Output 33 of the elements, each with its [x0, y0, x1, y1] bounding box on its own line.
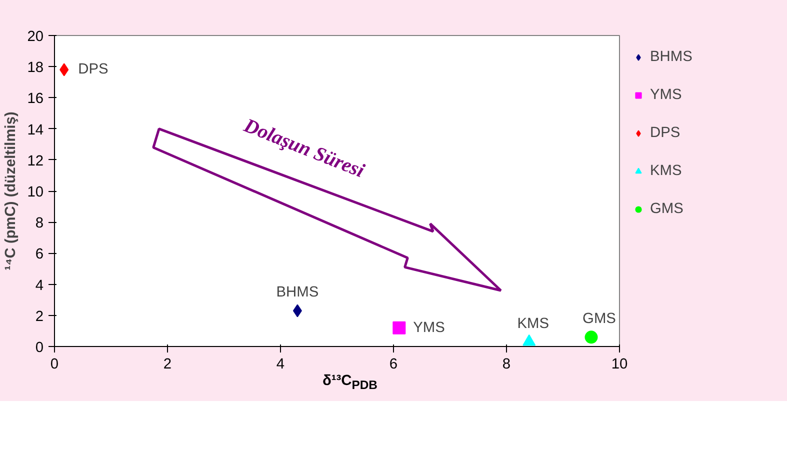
x-tick-label: 4 [276, 356, 285, 372]
text: BHMS [276, 284, 319, 301]
x-tick-label: 2 [163, 356, 172, 372]
y-tick-label: 2 [35, 308, 44, 325]
point [60, 63, 69, 76]
x-tick-label: 0 [50, 356, 59, 372]
legend-label: GMS [650, 201, 684, 217]
y-tick-label: 8 [35, 216, 44, 232]
y-tick-label: 6 [35, 246, 44, 263]
point [584, 330, 598, 344]
y-tick-label: 10 [27, 184, 44, 200]
x-tick-label: 10 [611, 356, 628, 372]
y-tick-label: 12 [27, 153, 44, 170]
legend-label: YMS [650, 87, 682, 103]
y-axis-title: ¹⁴C (pmC) (düzeltilmiş) [3, 112, 20, 270]
text: KMS [517, 316, 549, 332]
y-tick-label: 0 [35, 340, 44, 356]
text: DPS [78, 62, 108, 78]
legend-label: DPS [650, 125, 680, 141]
y-tick-label: 18 [27, 60, 44, 76]
text: YMS [413, 320, 445, 336]
legend-label: BHMS [650, 49, 692, 65]
legend-label: KMS [650, 163, 682, 179]
y-tick-label: 14 [27, 122, 44, 138]
y-tick-label: 4 [35, 278, 44, 294]
x-axis-title: δ¹³C$_{PDB}$ [322, 372, 378, 394]
y-tick-label: 16 [27, 91, 44, 108]
x-tick-label: 8 [502, 356, 511, 372]
text: GMS [582, 311, 616, 328]
point [292, 304, 302, 318]
point [392, 321, 406, 334]
y-tick-label: 20 [27, 29, 44, 45]
x-tick-label: 6 [389, 356, 398, 372]
